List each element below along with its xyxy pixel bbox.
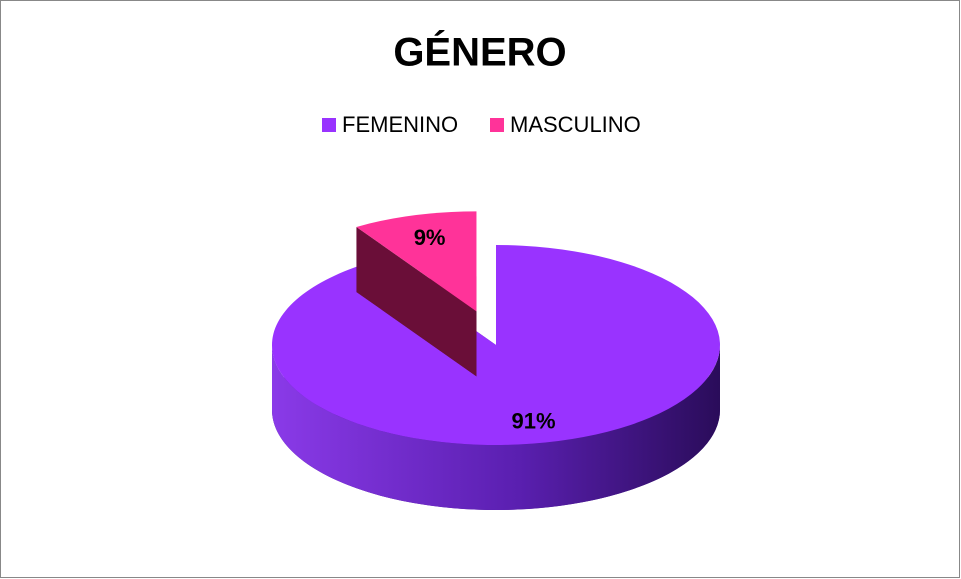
slice — [356, 211, 477, 312]
legend-label: MASCULINO — [510, 112, 641, 137]
legend: FEMENINO MASCULINO — [322, 112, 641, 137]
slice-wall — [356, 226, 477, 377]
legend-swatch — [490, 118, 504, 132]
pie: 91% 9% — [271, 211, 721, 510]
data-label: 91% — [511, 408, 555, 433]
slice-side — [272, 345, 720, 510]
legend-label: FEMENINO — [342, 112, 458, 137]
data-label: 9% — [414, 225, 446, 250]
chart-title: GÉNERO — [393, 30, 566, 75]
legend-swatch — [322, 118, 336, 132]
